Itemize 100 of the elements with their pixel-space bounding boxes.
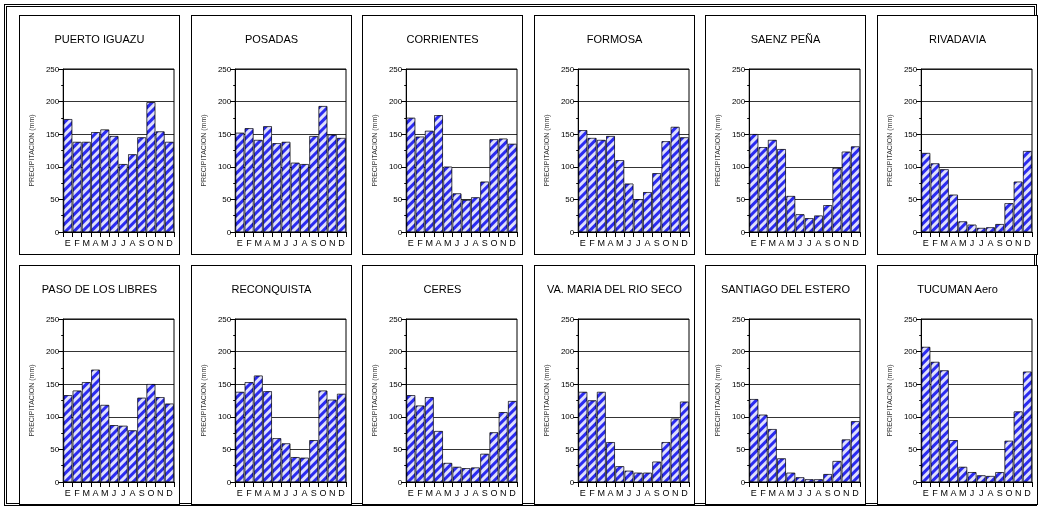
chart-title: PASO DE LOS LIBRES — [41, 282, 158, 295]
x-tick-label: J — [111, 487, 117, 498]
x-tick-label: S — [481, 487, 488, 498]
x-tick-label: O — [490, 237, 498, 248]
x-tick-label: M — [272, 237, 281, 248]
x-tick-label: A — [986, 487, 993, 498]
x-tick-label: M — [958, 487, 967, 498]
y-tick-label: 250 — [217, 64, 232, 74]
y-tick-label: 150 — [731, 129, 746, 139]
x-tick-label: F — [931, 237, 938, 248]
x-tick-label: N — [328, 237, 335, 248]
x-tick-label: J — [635, 237, 640, 248]
x-tick-label: S — [653, 237, 660, 248]
x-tick-label: N — [671, 237, 678, 248]
x-tick-label: J — [292, 237, 297, 248]
y-tick-label: 200 — [560, 347, 575, 357]
x-tick-label: F — [245, 237, 252, 248]
x-tick-label: D — [1023, 237, 1031, 248]
x-tick-label: N — [499, 487, 507, 498]
x-tick-label: S — [310, 237, 317, 248]
x-tick-label: S — [996, 237, 1003, 248]
y-tick-label: 250 — [45, 314, 60, 324]
x-tick-label: E — [407, 237, 414, 248]
x-tick-label: A — [986, 237, 993, 248]
chart-title: RECONQUISTA — [231, 282, 312, 295]
y-tick-label: 100 — [217, 412, 232, 422]
x-tick-label: D — [166, 237, 174, 248]
y-tick-label: 100 — [388, 162, 403, 172]
chart-title: FORMOSA — [586, 32, 643, 45]
y-tick-label: 100 — [217, 162, 232, 172]
x-tick-label: M — [444, 487, 452, 498]
x-tick-label: J — [454, 237, 460, 248]
x-tick-label: N — [156, 487, 164, 498]
chart-title: SANTIAGO DEL ESTERO — [720, 282, 851, 295]
x-tick-label: A — [92, 237, 99, 248]
x-tick-label: M — [615, 487, 624, 498]
x-tick-label: O — [833, 237, 841, 248]
x-tick-label: D — [852, 487, 860, 498]
x-tick-label: E — [64, 487, 71, 498]
y-tick-label: 100 — [388, 412, 403, 422]
x-tick-label: O — [1004, 237, 1012, 248]
x-tick-label: E — [579, 487, 586, 498]
y-tick-label: 50 — [50, 194, 60, 204]
x-tick-label: N — [156, 237, 164, 248]
x-tick-label: E — [922, 487, 929, 498]
x-tick-label: S — [824, 237, 831, 248]
x-tick-label: M — [82, 487, 91, 498]
x-tick-label: J — [806, 237, 812, 248]
x-tick-label: O — [833, 487, 841, 498]
x-tick-label: M — [597, 487, 605, 498]
y-tick-label: 0 — [397, 477, 403, 487]
x-tick-label: J — [454, 487, 460, 498]
x-tick-label: A — [92, 487, 99, 498]
x-tick-label: J — [969, 237, 974, 248]
y-tick-label: 50 — [736, 194, 746, 204]
y-tick-label: 200 — [217, 97, 232, 107]
x-tick-label: A — [472, 237, 479, 248]
x-tick-label: D — [852, 237, 860, 248]
x-tick-label: S — [138, 487, 145, 498]
y-tick-label: 150 — [731, 379, 746, 389]
x-tick-label: A — [950, 237, 957, 248]
y-tick-label: 250 — [560, 64, 575, 74]
y-tick-label: 0 — [912, 477, 918, 487]
x-tick-label: A — [643, 237, 650, 248]
x-tick-label: F — [74, 237, 81, 248]
x-tick-label: M — [597, 237, 605, 248]
x-tick-label: A — [435, 237, 442, 248]
x-tick-label: E — [64, 237, 71, 248]
x-tick-label: F — [588, 237, 595, 248]
y-tick-label: 0 — [54, 227, 60, 237]
x-tick-label: O — [661, 487, 669, 498]
y-tick-label: 50 — [564, 194, 575, 204]
y-tick-label: 250 — [45, 64, 60, 74]
x-tick-label: J — [120, 487, 126, 498]
y-tick-label: 100 — [903, 412, 918, 422]
chart-title: TUCUMAN Aero — [916, 282, 998, 295]
x-tick-label: M — [82, 237, 91, 248]
x-tick-label: O — [318, 237, 326, 248]
x-tick-label: S — [824, 487, 831, 498]
y-tick-label: 100 — [731, 412, 746, 422]
x-tick-label: A — [607, 487, 614, 498]
y-tick-label: 250 — [388, 314, 403, 324]
y-tick-label: 150 — [560, 129, 575, 139]
x-tick-label: D — [509, 487, 517, 498]
y-tick-label: 150 — [388, 379, 403, 389]
x-tick-label: A — [950, 487, 957, 498]
x-tick-label: D — [509, 237, 517, 248]
x-tick-label: O — [661, 237, 669, 248]
x-tick-label: S — [653, 487, 660, 498]
x-tick-label: M — [768, 237, 777, 248]
y-tick-label: 50 — [907, 194, 918, 204]
x-tick-label: F — [931, 487, 938, 498]
y-tick-label: 150 — [903, 129, 918, 139]
y-tick-label: 50 — [221, 444, 232, 454]
x-tick-label: A — [472, 487, 479, 498]
y-tick-label: 50 — [907, 444, 918, 454]
x-tick-label: N — [842, 237, 850, 248]
x-tick-label: A — [300, 237, 307, 248]
x-tick-label: J — [797, 487, 803, 498]
y-tick-label: 100 — [560, 412, 575, 422]
